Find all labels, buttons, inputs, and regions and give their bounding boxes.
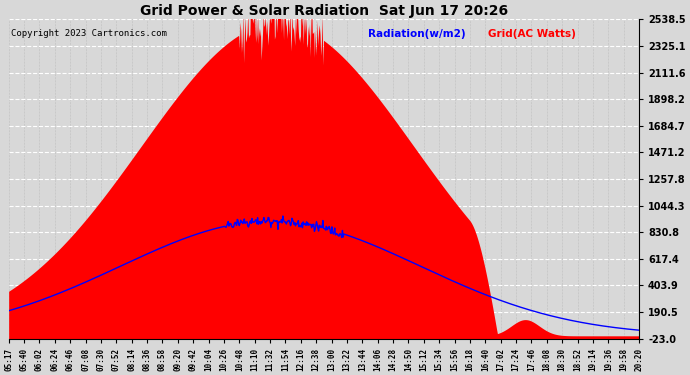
Text: Grid(AC Watts): Grid(AC Watts) bbox=[488, 29, 575, 39]
Text: Copyright 2023 Cartronics.com: Copyright 2023 Cartronics.com bbox=[10, 29, 166, 38]
Title: Grid Power & Solar Radiation  Sat Jun 17 20:26: Grid Power & Solar Radiation Sat Jun 17 … bbox=[140, 4, 508, 18]
Text: Radiation(w/m2): Radiation(w/m2) bbox=[368, 29, 466, 39]
